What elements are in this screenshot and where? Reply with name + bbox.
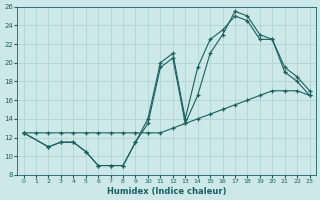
X-axis label: Humidex (Indice chaleur): Humidex (Indice chaleur) (107, 187, 226, 196)
